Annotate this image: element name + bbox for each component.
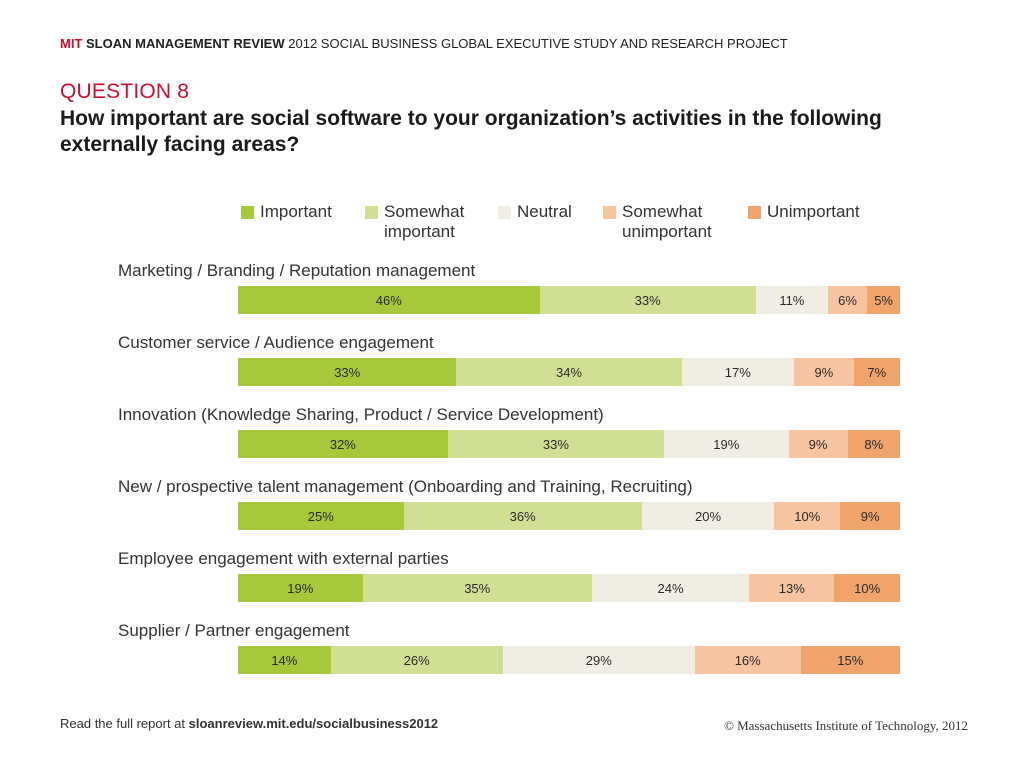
bar-row: 14% 26% 29% 16% 15% — [238, 646, 900, 674]
bar-row: 46% 33% 11% 6% 5% — [238, 286, 900, 314]
category-label: Customer service / Audience engagement — [118, 333, 434, 352]
data-label: 14% — [271, 652, 298, 668]
bar-segment: 29% — [502, 646, 695, 674]
bar-segment: 26% — [330, 646, 503, 674]
data-label: 34% — [555, 364, 582, 380]
legend-swatch-neutral — [498, 206, 511, 219]
data-label: 5% — [874, 292, 893, 308]
footer-read-text: Read the full report at — [60, 716, 189, 731]
legend-label-somewhat-important: Somewhat important — [384, 202, 465, 241]
category-label: Marketing / Branding / Reputation manage… — [118, 261, 476, 280]
brand-mit: MIT — [60, 36, 83, 51]
bar-segment: 16% — [694, 646, 801, 674]
bar-segment: 46% — [238, 286, 540, 314]
bar-segment: 15% — [800, 646, 900, 674]
bar-segment: 5% — [867, 286, 900, 314]
data-label: 25% — [307, 508, 334, 524]
footer-copyright: © Massachusetts Institute of Technology,… — [723, 718, 968, 733]
data-label: 13% — [778, 580, 805, 596]
data-label: 10% — [794, 508, 821, 524]
data-label: 7% — [867, 364, 887, 380]
legend-swatch-important — [241, 206, 254, 219]
publication-name: SLOAN MANAGEMENT REVIEW — [86, 36, 285, 51]
legend-item-somewhat-important: Somewhat important — [365, 202, 479, 242]
study-name: 2012 SOCIAL BUSINESS GLOBAL EXECUTIVE ST… — [288, 36, 788, 51]
bar-segment: 20% — [641, 502, 775, 530]
bar-segment: 36% — [403, 502, 642, 530]
bar-segment: 32% — [238, 430, 448, 458]
bar-segment: 11% — [755, 286, 828, 314]
bar-segment: 13% — [749, 574, 835, 602]
bar-segment: 35% — [362, 574, 592, 602]
data-label: 9% — [814, 364, 834, 380]
bar-row: 32% 33% 19% 9% 8% — [238, 430, 900, 458]
data-label: 19% — [713, 436, 740, 452]
data-label: 24% — [657, 580, 684, 596]
data-label: 9% — [860, 508, 880, 524]
bar-row: 33% 34% 17% 9% 7% — [238, 358, 900, 386]
data-label: 9% — [808, 436, 828, 452]
legend-label-important: Important — [260, 202, 332, 221]
data-label: 17% — [724, 364, 751, 380]
category-label: New / prospective talent management (Onb… — [118, 477, 693, 496]
bar-segment: 19% — [664, 430, 789, 458]
legend-label-unimportant: Unimportant — [767, 202, 860, 221]
bar-segment: 33% — [447, 430, 665, 458]
data-label: 35% — [464, 580, 491, 596]
footer-report-link: Read the full report at sloanreview.mit.… — [60, 716, 438, 731]
data-label: 15% — [837, 652, 864, 668]
bar-segment: 19% — [238, 574, 363, 602]
bar-segment: 9% — [788, 430, 848, 458]
bar-segment: 7% — [853, 358, 900, 386]
data-label: 10% — [854, 580, 881, 596]
bar-segment: 33% — [539, 286, 756, 314]
data-label: 32% — [329, 436, 356, 452]
bar-segment: 10% — [834, 574, 900, 602]
legend-label-somewhat-unimportant: Somewhat unimportant — [622, 202, 712, 241]
category-label: Employee engagement with external partie… — [118, 549, 449, 568]
data-label: 36% — [509, 508, 536, 524]
question-number: QUESTION 8 — [60, 80, 190, 103]
legend-swatch-somewhat-unimportant — [603, 206, 616, 219]
bar-row: 25% 36% 20% 10% 9% — [238, 502, 900, 530]
data-label: 29% — [585, 652, 612, 668]
legend-label-neutral: Neutral — [517, 202, 572, 221]
bar-segment: 34% — [456, 358, 682, 386]
legend-item-unimportant: Unimportant — [748, 202, 887, 222]
data-label: 26% — [403, 652, 430, 668]
category-label: Innovation (Knowledge Sharing, Product /… — [118, 405, 604, 424]
bar-segment: 9% — [840, 502, 900, 530]
data-label: 19% — [287, 580, 314, 596]
data-label: 20% — [694, 508, 722, 524]
data-label: 11% — [779, 292, 805, 308]
data-label: 46% — [375, 292, 402, 308]
legend-item-important: Important — [241, 202, 380, 222]
legend-item-somewhat-unimportant: Somewhat unimportant — [603, 202, 732, 242]
bar-segment: 6% — [827, 286, 868, 314]
category-label: Supplier / Partner engagement — [118, 621, 350, 640]
bar-segment: 25% — [238, 502, 404, 530]
legend-item-neutral: Neutral — [498, 202, 637, 222]
data-label: 16% — [734, 652, 761, 668]
bar-row: 19% 35% 24% 13% 10% — [238, 574, 900, 602]
bar-segment: 9% — [794, 358, 854, 386]
data-label: 33% — [542, 436, 569, 452]
bar-segment: 17% — [681, 358, 795, 386]
study-header: MIT SLOAN MANAGEMENT REVIEW 2012 SOCIAL … — [60, 36, 788, 51]
footer-url[interactable]: sloanreview.mit.edu/socialbusiness2012 — [188, 716, 439, 731]
data-label: 33% — [334, 364, 361, 380]
data-label: 8% — [864, 436, 884, 452]
data-label: 6% — [838, 292, 857, 308]
bar-segment: 10% — [774, 502, 841, 530]
bar-segment: 33% — [238, 358, 457, 386]
legend-swatch-somewhat-important — [365, 206, 378, 219]
bar-segment: 14% — [238, 646, 331, 674]
bar-segment: 24% — [591, 574, 750, 602]
legend-swatch-unimportant — [748, 206, 761, 219]
data-label: 33% — [634, 292, 661, 308]
question-text: How important are social software to you… — [60, 107, 882, 156]
bar-segment: 8% — [847, 430, 900, 458]
